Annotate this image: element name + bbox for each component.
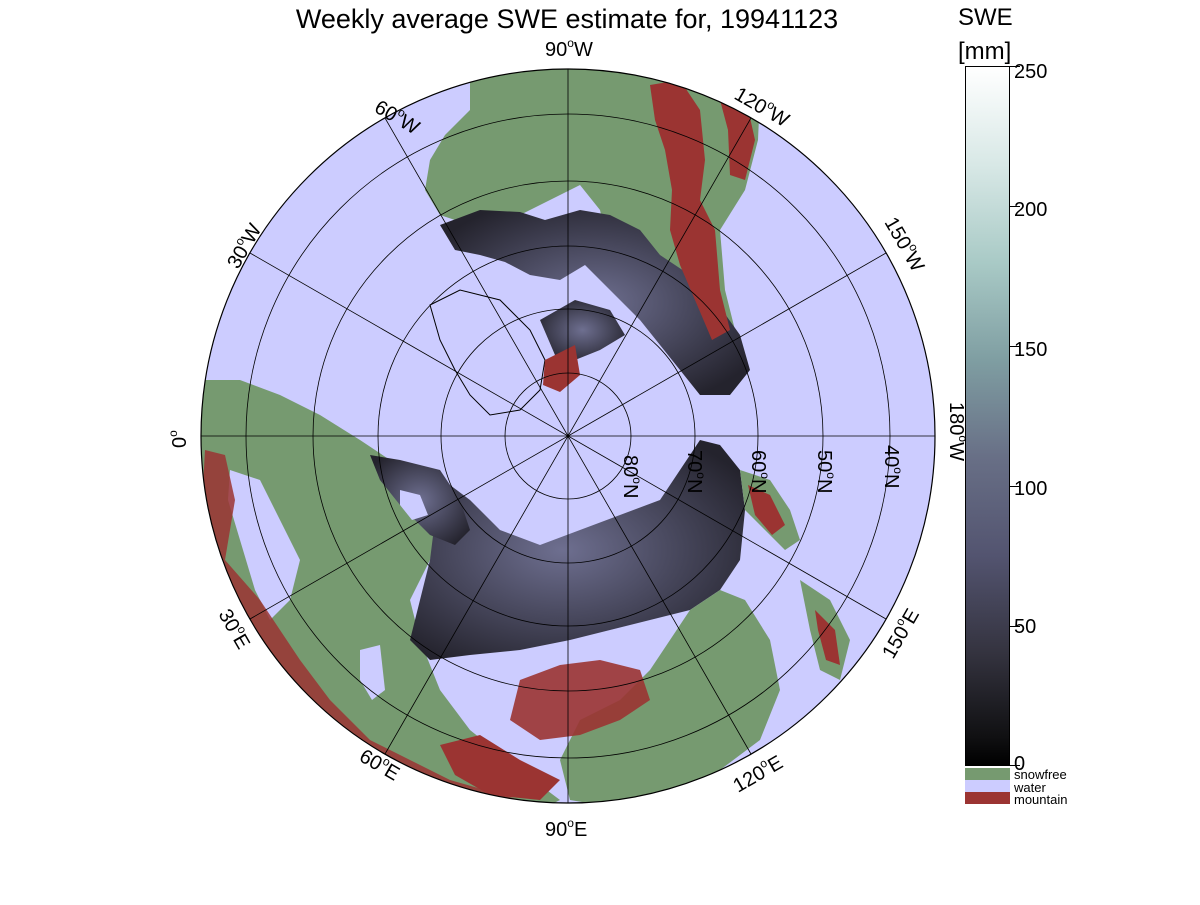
colorbar-tick — [1010, 626, 1020, 627]
label-90e: 90oE — [545, 816, 587, 841]
rocky-mountains — [650, 80, 730, 340]
japan-mountains — [815, 610, 840, 665]
label-lat-70: 70oN — [683, 450, 708, 493]
svg-text:180oW: 180oW — [945, 402, 970, 461]
legend-swatch-mountain — [965, 792, 1010, 804]
svg-text:70oN: 70oN — [683, 450, 708, 493]
ellesmere-mountains — [543, 345, 580, 392]
colorbar-tick-label: 200 — [1014, 199, 1048, 221]
kamchatka-mountains — [748, 485, 785, 535]
svg-text:50oN: 50oN — [813, 450, 838, 493]
legend-label-snowfree: snowfree — [1014, 767, 1067, 782]
greenland — [429, 289, 546, 416]
longitude-grid — [201, 69, 935, 803]
colorbar-unit: [mm] — [958, 38, 1012, 65]
europe-mountains — [201, 450, 560, 803]
label-180w: 180oW — [945, 402, 970, 461]
map-border — [200, 68, 936, 804]
svg-text:0o: 0o — [166, 430, 191, 448]
label-90w: 90oW — [545, 36, 593, 61]
colorbar-tick-label: 250 — [1014, 61, 1048, 83]
label-0: 0o — [166, 430, 191, 448]
meridian-150w-30e — [249, 252, 887, 620]
label-lat-60: 60oN — [747, 450, 772, 493]
legend-label-water: water — [1014, 780, 1046, 795]
legend-swatch-snowfree — [965, 768, 1010, 780]
arctic-islands — [540, 300, 625, 360]
colorbar-tick — [1010, 486, 1020, 487]
alaska-mountains — [720, 95, 755, 180]
white-sea — [400, 490, 428, 520]
north-america-snow — [440, 210, 750, 395]
eurasia-snow — [380, 440, 745, 660]
colorbar-title: SWE — [958, 4, 1013, 31]
legend-label-mountain: mountain — [1014, 792, 1068, 807]
map-title: Weekly average SWE estimate for, 1994112… — [295, 4, 839, 34]
colorbar-tick-label: 0 — [1014, 753, 1026, 775]
svg-text:80oN: 80oN — [619, 455, 644, 498]
colorbar-tick-label: 100 — [1014, 478, 1048, 500]
label-lat-50: 50oN — [813, 450, 838, 493]
siberia-east-snowfree — [560, 590, 780, 803]
central-asia-mountains — [510, 660, 650, 740]
mediterranean — [228, 470, 300, 620]
colorbar-tick-label: 50 — [1014, 616, 1037, 638]
label-lat-80: 80oN — [619, 455, 644, 498]
colorbar-tick — [1010, 346, 1020, 347]
legend-swatch-water — [965, 780, 1010, 792]
swe-colorbar — [965, 66, 1010, 766]
svg-text:40oN: 40oN — [880, 445, 905, 488]
tibet-mountains — [440, 735, 560, 800]
colorbar-tick — [1010, 66, 1020, 67]
label-lat-40: 40oN — [880, 445, 905, 488]
caspian-sea — [360, 645, 385, 700]
svg-text:60oN: 60oN — [747, 450, 772, 493]
colorbar-tick — [1010, 765, 1020, 766]
colorbar-tick — [1010, 206, 1020, 207]
colorbar-tick-label: 150 — [1014, 339, 1048, 361]
